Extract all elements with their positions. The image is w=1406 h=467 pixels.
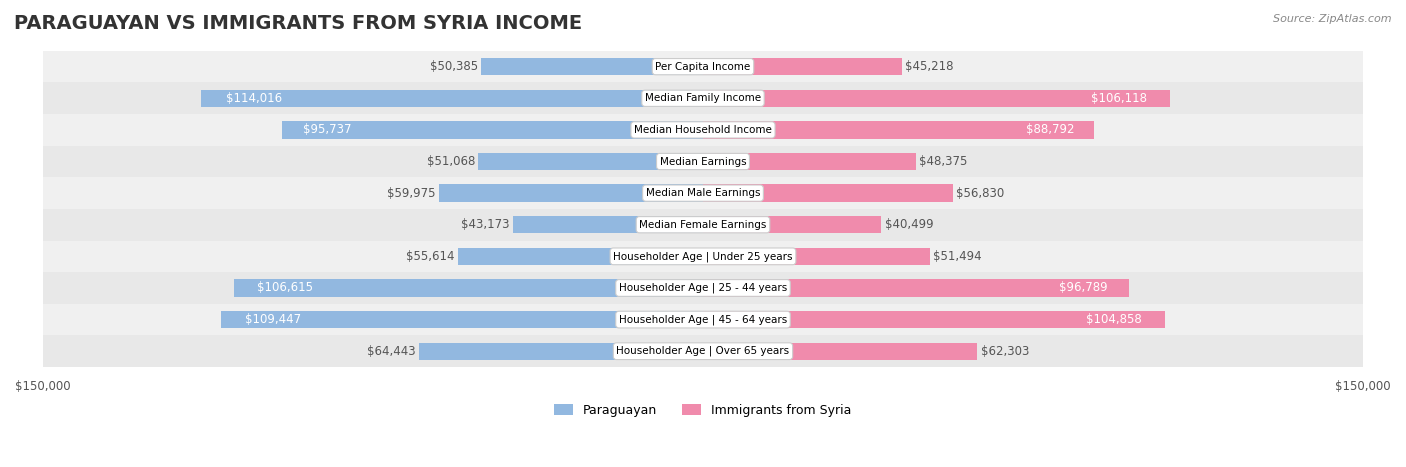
Bar (42, 209, 1364, 241)
Bar (703, 248, 929, 265)
Text: Median Earnings: Median Earnings (659, 156, 747, 167)
Bar (439, 184, 703, 202)
Bar (481, 58, 703, 75)
Bar (201, 90, 703, 107)
Text: $56,830: $56,830 (956, 187, 1005, 199)
Bar (42, 114, 1364, 146)
Text: Householder Age | 25 - 44 years: Householder Age | 25 - 44 years (619, 283, 787, 293)
Bar (281, 121, 703, 139)
Text: $50,385: $50,385 (430, 60, 478, 73)
Legend: Paraguayan, Immigrants from Syria: Paraguayan, Immigrants from Syria (550, 399, 856, 422)
Bar (42, 146, 1364, 177)
Text: $45,218: $45,218 (905, 60, 953, 73)
Bar (42, 241, 1364, 272)
Text: Householder Age | 45 - 64 years: Householder Age | 45 - 64 years (619, 314, 787, 325)
Text: $64,443: $64,443 (367, 345, 416, 358)
Bar (42, 304, 1364, 335)
Bar (458, 248, 703, 265)
Text: PARAGUAYAN VS IMMIGRANTS FROM SYRIA INCOME: PARAGUAYAN VS IMMIGRANTS FROM SYRIA INCO… (14, 14, 582, 33)
Text: Median Female Earnings: Median Female Earnings (640, 220, 766, 230)
Bar (703, 279, 1129, 297)
Bar (233, 279, 703, 297)
Bar (478, 153, 703, 170)
Bar (42, 177, 1364, 209)
Text: $106,615: $106,615 (257, 282, 314, 295)
Text: $95,737: $95,737 (302, 123, 352, 136)
Bar (703, 216, 882, 234)
Text: $59,975: $59,975 (387, 187, 436, 199)
Text: $114,016: $114,016 (226, 92, 283, 105)
Text: Median Household Income: Median Household Income (634, 125, 772, 135)
Text: Median Family Income: Median Family Income (645, 93, 761, 103)
Bar (42, 83, 1364, 114)
Text: $104,858: $104,858 (1085, 313, 1142, 326)
Text: $96,789: $96,789 (1059, 282, 1108, 295)
Text: $43,173: $43,173 (461, 218, 510, 231)
Bar (42, 335, 1364, 367)
Bar (419, 342, 703, 360)
Text: $88,792: $88,792 (1026, 123, 1074, 136)
Bar (703, 90, 1170, 107)
Text: $109,447: $109,447 (246, 313, 301, 326)
Bar (703, 342, 977, 360)
Text: $62,303: $62,303 (980, 345, 1029, 358)
Bar (703, 58, 903, 75)
Bar (42, 51, 1364, 83)
Bar (42, 272, 1364, 304)
Text: Per Capita Income: Per Capita Income (655, 62, 751, 71)
Text: $40,499: $40,499 (884, 218, 934, 231)
Bar (221, 311, 703, 328)
Text: $48,375: $48,375 (920, 155, 967, 168)
Bar (703, 184, 953, 202)
Text: Householder Age | Over 65 years: Householder Age | Over 65 years (616, 346, 790, 356)
Text: $55,614: $55,614 (406, 250, 456, 263)
Bar (703, 121, 1094, 139)
Bar (513, 216, 703, 234)
Text: Source: ZipAtlas.com: Source: ZipAtlas.com (1274, 14, 1392, 24)
Text: Householder Age | Under 25 years: Householder Age | Under 25 years (613, 251, 793, 262)
Text: Median Male Earnings: Median Male Earnings (645, 188, 761, 198)
Text: $106,118: $106,118 (1091, 92, 1147, 105)
Text: $51,494: $51,494 (934, 250, 981, 263)
Bar (703, 153, 915, 170)
Text: $51,068: $51,068 (426, 155, 475, 168)
Bar (703, 311, 1164, 328)
